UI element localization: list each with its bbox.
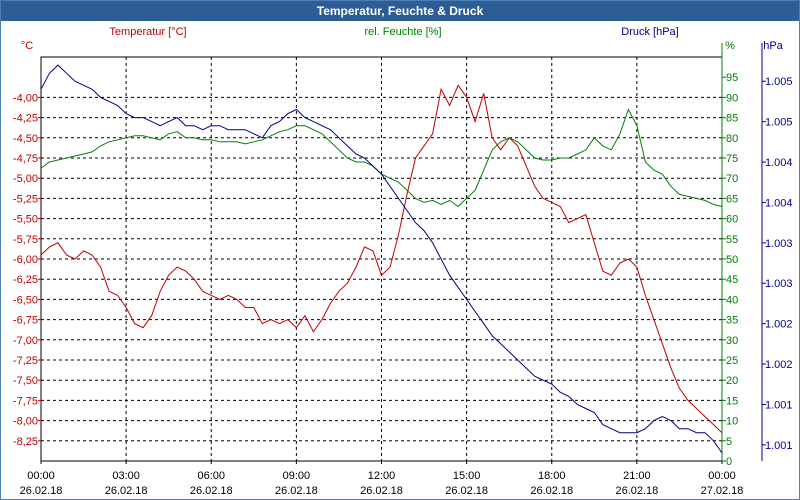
humidity-tick-label: 75 (726, 153, 738, 165)
pressure-tick-label: 1.002 (765, 319, 793, 331)
pressure-tick-label: 1.004 (765, 197, 793, 209)
humidity-tick-label: 45 (726, 274, 738, 286)
chart-title: Temperatur, Feuchte & Druck (1, 1, 799, 21)
humidity-tick-label: 60 (726, 214, 738, 226)
pressure-tick-label: 1.005 (765, 117, 793, 129)
temperature-tick-label: -6,50 (13, 294, 38, 306)
x-tick-date-label: 26.02.18 (530, 485, 573, 497)
temperature-tick-label: -5,00 (13, 173, 38, 185)
temperature-tick-label: -8,25 (13, 436, 38, 448)
x-tick-date-label: 26.02.18 (105, 485, 148, 497)
x-tick-time-label: 15:00 (453, 470, 481, 482)
chart-axes: 00:00 26.02.18 03:00 26.02.18 06:00 26.02.18 0… (13, 43, 793, 497)
pressure-tick-label: 1.005 (765, 76, 793, 88)
temperature-tick-label: -4,50 (13, 133, 38, 145)
humidity-tick-label: 95 (726, 72, 738, 84)
x-tick-time-label: 09:00 (283, 470, 311, 482)
humidity-tick-label: 85 (726, 113, 738, 125)
humidity-tick-label: 40 (726, 294, 738, 306)
x-tick-date-label: 27.02.18 (701, 485, 744, 497)
pressure-unit-label: hPa (763, 40, 783, 52)
pressure-tick-label: 1.001 (765, 440, 793, 452)
x-tick-time-label: 12:00 (368, 470, 396, 482)
humidity-unit-label: % (725, 40, 735, 52)
series-lines (40, 64, 723, 454)
x-tick-time-label: 18:00 (538, 470, 566, 482)
x-tick-date-label: 26.02.18 (615, 485, 658, 497)
humidity-tick-label: 30 (726, 335, 738, 347)
temperature-tick-label: -7,25 (13, 355, 38, 367)
pressure-tick-label: 1.003 (765, 278, 793, 290)
temperature-tick-label: -5,75 (13, 234, 38, 246)
temperature-series-line (40, 84, 723, 434)
humidity-tick-label: 20 (726, 375, 738, 387)
humidity-tick-label: 15 (726, 395, 738, 407)
temperature-axis-title: Temperatur [°C] (109, 26, 186, 38)
x-tick-time-label: 21:00 (623, 470, 651, 482)
x-tick-date-label: 26.02.18 (20, 485, 63, 497)
pressure-axis-title: Druck [hPa] (621, 26, 678, 38)
x-tick-date-label: 26.02.18 (445, 485, 488, 497)
temperature-tick-label: -8,00 (13, 416, 38, 428)
axis-labels: °C Temperatur [°C] rel. Feuchte [%] Druc… (21, 26, 784, 52)
temperature-tick-label: -7,00 (13, 335, 38, 347)
humidity-tick-label: 0 (726, 456, 732, 468)
humidity-tick-label: 90 (726, 92, 738, 104)
humidity-tick-label: 5 (726, 436, 732, 448)
temperature-unit-label: °C (21, 40, 33, 52)
humidity-tick-label: 70 (726, 173, 738, 185)
humidity-tick-label: 65 (726, 193, 738, 205)
temperature-tick-label: -5,50 (13, 214, 38, 226)
x-tick-date-label: 26.02.18 (275, 485, 318, 497)
x-tick-time-label: 00:00 (708, 470, 736, 482)
grid-lines (41, 57, 722, 461)
humidity-tick-label: 80 (726, 133, 738, 145)
humidity-tick-label: 50 (726, 254, 738, 266)
temperature-tick-label: -5,25 (13, 193, 38, 205)
pressure-tick-label: 1.003 (765, 238, 793, 250)
temperature-tick-label: -6,25 (13, 274, 38, 286)
x-tick-time-label: 06:00 (197, 470, 225, 482)
temperature-tick-label: -7,75 (13, 395, 38, 407)
humidity-tick-label: 25 (726, 355, 738, 367)
temperature-tick-label: -4,75 (13, 153, 38, 165)
humidity-axis-title: rel. Feuchte [%] (364, 26, 441, 38)
temperature-tick-label: -7,50 (13, 375, 38, 387)
pressure-series-line (40, 64, 723, 454)
humidity-tick-label: 55 (726, 234, 738, 246)
temperature-tick-label: -4,25 (13, 113, 38, 125)
pressure-tick-label: 1.001 (765, 399, 793, 411)
pressure-tick-label: 1.002 (765, 359, 793, 371)
humidity-tick-label: 10 (726, 416, 738, 428)
pressure-tick-label: 1.004 (765, 157, 793, 169)
temperature-tick-label: -6,75 (13, 315, 38, 327)
x-tick-date-label: 26.02.18 (190, 485, 233, 497)
temperature-tick-label: -6,00 (13, 254, 38, 266)
x-tick-time-label: 00:00 (27, 470, 55, 482)
x-tick-date-label: 26.02.18 (360, 485, 403, 497)
temperature-tick-label: -4,00 (13, 92, 38, 104)
x-tick-time-label: 03:00 (112, 470, 140, 482)
humidity-tick-label: 35 (726, 315, 738, 327)
